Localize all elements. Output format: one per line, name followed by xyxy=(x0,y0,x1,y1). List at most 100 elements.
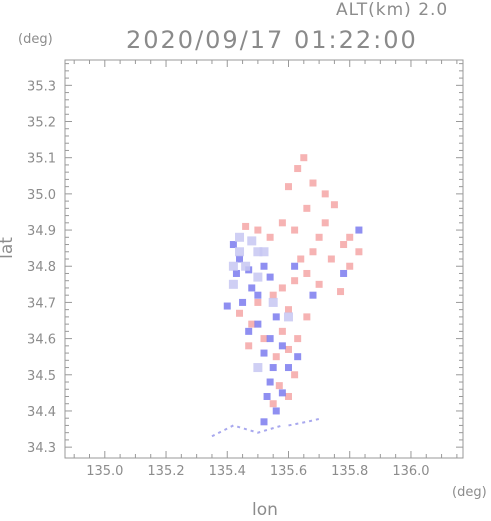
data-point xyxy=(284,392,292,400)
data-point xyxy=(236,255,244,263)
data-point xyxy=(235,232,245,242)
data-point xyxy=(355,226,363,234)
data-point xyxy=(259,247,269,257)
data-point xyxy=(330,201,338,209)
data-point xyxy=(254,298,262,306)
data-point xyxy=(315,280,323,288)
y-tick-label: 34.9 xyxy=(27,224,56,239)
data-point xyxy=(260,418,268,426)
data-point xyxy=(228,279,238,289)
data-point xyxy=(266,273,274,281)
data-point xyxy=(297,255,305,263)
data-point xyxy=(236,309,244,317)
data-marks xyxy=(211,154,363,438)
data-point xyxy=(294,165,302,173)
data-point xyxy=(266,335,274,343)
data-point xyxy=(266,378,274,386)
data-point xyxy=(248,320,256,328)
y-tick-label: 35.1 xyxy=(27,152,56,167)
y-tick-label: 34.3 xyxy=(27,441,56,456)
data-point xyxy=(272,407,280,415)
altitude-label: ALT(km) 2.0 xyxy=(336,0,449,20)
data-point xyxy=(355,248,363,256)
y-tick-label: 34.5 xyxy=(27,369,56,384)
data-point xyxy=(346,262,354,270)
data-point xyxy=(269,400,277,408)
y-tick-label: 34.4 xyxy=(27,405,56,420)
data-point xyxy=(272,353,280,361)
x-tick-label: 135.2 xyxy=(147,464,184,479)
data-point xyxy=(245,342,253,350)
data-point xyxy=(283,312,293,322)
data-point xyxy=(268,297,278,307)
data-point xyxy=(232,269,240,277)
x-axis-label: lon xyxy=(252,500,278,520)
data-point xyxy=(303,204,311,212)
axis-ticks: 135.0 135.2 135.4 135.6 135.8 136.0 34.3 34.4 34… xyxy=(27,60,463,479)
data-point xyxy=(346,233,354,241)
data-point xyxy=(278,284,286,292)
x-axis-unit: (deg) xyxy=(452,485,487,500)
data-point xyxy=(260,262,268,270)
data-point xyxy=(278,327,286,335)
datetime-title: 2020/09/17 01:22:00 xyxy=(126,26,418,54)
data-point xyxy=(260,335,268,343)
data-point xyxy=(254,226,262,234)
data-point xyxy=(291,277,299,285)
x-tick-label: 135.4 xyxy=(209,464,246,479)
y-tick-label: 34.7 xyxy=(27,296,56,311)
data-point xyxy=(309,179,317,187)
x-tick-label: 135.0 xyxy=(86,464,123,479)
y-axis-unit: (deg) xyxy=(18,32,53,47)
y-tick-label: 34.8 xyxy=(27,260,56,275)
data-point xyxy=(309,248,317,256)
y-tick-label: 35.3 xyxy=(27,79,56,94)
data-point xyxy=(340,241,348,249)
data-point xyxy=(248,284,256,292)
data-point xyxy=(254,320,262,328)
y-tick-label: 34.6 xyxy=(27,333,56,348)
data-point xyxy=(294,353,302,361)
data-point xyxy=(253,363,263,373)
data-point xyxy=(263,392,271,400)
data-point xyxy=(303,313,311,321)
data-point xyxy=(284,183,292,191)
data-point xyxy=(300,154,308,162)
data-point xyxy=(337,288,345,296)
data-point xyxy=(241,261,251,271)
data-point xyxy=(284,364,292,372)
data-point xyxy=(278,219,286,227)
data-point xyxy=(340,269,348,277)
data-point xyxy=(321,219,329,227)
data-point xyxy=(294,335,302,343)
data-point xyxy=(269,364,277,372)
data-point xyxy=(275,382,283,390)
x-tick-label: 136.0 xyxy=(392,464,429,479)
data-point xyxy=(223,302,231,310)
data-point xyxy=(291,371,299,379)
data-point xyxy=(260,349,268,357)
data-point xyxy=(278,342,286,350)
data-point xyxy=(284,345,292,353)
data-point xyxy=(291,226,299,234)
data-point xyxy=(284,306,292,314)
x-tick-label: 135.8 xyxy=(331,464,368,479)
data-point xyxy=(309,291,317,299)
data-point xyxy=(253,272,263,282)
x-tick-label: 135.6 xyxy=(270,464,307,479)
data-point xyxy=(272,313,280,321)
data-point xyxy=(269,291,277,299)
data-streak xyxy=(211,424,283,438)
data-point xyxy=(303,269,311,277)
data-point xyxy=(254,291,262,299)
data-point xyxy=(327,255,335,263)
data-point xyxy=(235,247,245,257)
data-point xyxy=(278,389,286,397)
data-point xyxy=(228,261,238,271)
data-point xyxy=(266,233,274,241)
data-point xyxy=(315,233,323,241)
data-point xyxy=(229,241,237,249)
data-point xyxy=(239,298,247,306)
data-point xyxy=(291,262,299,270)
